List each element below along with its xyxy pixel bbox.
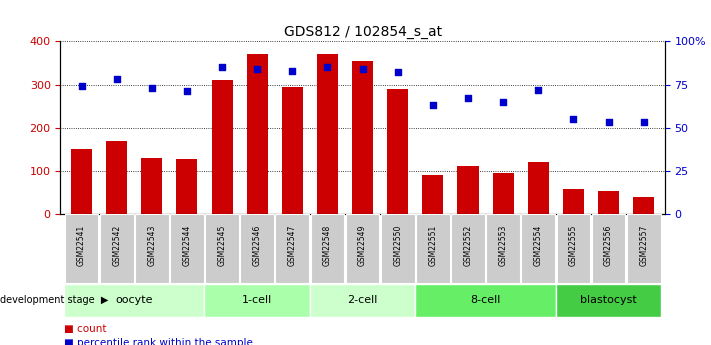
Text: GSM22542: GSM22542 [112,224,121,266]
Text: GSM22554: GSM22554 [534,224,542,266]
Bar [317,54,338,214]
Bar [634,197,654,214]
FancyBboxPatch shape [486,214,520,283]
Point [111,77,122,82]
Text: blastocyst: blastocyst [580,295,637,305]
FancyBboxPatch shape [415,284,556,317]
Text: GSM22543: GSM22543 [147,224,156,266]
Bar [598,191,619,214]
FancyBboxPatch shape [310,284,415,317]
Point [76,83,87,89]
FancyBboxPatch shape [311,214,344,283]
Text: GSM22555: GSM22555 [569,224,578,266]
FancyBboxPatch shape [170,214,204,283]
Point [568,116,579,122]
Text: GSM22545: GSM22545 [218,224,227,266]
Bar [563,189,584,214]
Text: GSM22549: GSM22549 [358,224,367,266]
Text: GSM22544: GSM22544 [183,224,191,266]
Bar [247,54,268,214]
FancyBboxPatch shape [100,214,134,283]
FancyBboxPatch shape [346,214,380,283]
Bar [141,158,162,214]
FancyBboxPatch shape [521,214,555,283]
Text: GSM22557: GSM22557 [639,224,648,266]
Point [181,89,193,94]
FancyBboxPatch shape [556,284,661,317]
Point [462,96,474,101]
FancyBboxPatch shape [416,214,450,283]
Text: GSM22546: GSM22546 [252,224,262,266]
FancyBboxPatch shape [64,284,205,317]
Bar [352,61,373,214]
Point [392,70,403,75]
Text: ■ percentile rank within the sample: ■ percentile rank within the sample [64,338,253,345]
Point [322,65,333,70]
FancyBboxPatch shape [135,214,169,283]
Bar [212,80,232,214]
Text: GSM22552: GSM22552 [464,224,473,266]
Point [252,66,263,72]
Bar [528,162,549,214]
Text: GSM22556: GSM22556 [604,224,613,266]
Text: 1-cell: 1-cell [242,295,272,305]
Text: GSM22551: GSM22551 [429,224,437,266]
Point [638,120,649,125]
Point [216,65,228,70]
Bar [422,175,444,214]
Bar [457,167,479,214]
Bar [493,173,513,214]
Point [427,102,439,108]
Point [357,66,368,72]
Bar [71,149,92,214]
Text: GSM22541: GSM22541 [77,224,86,266]
Bar [387,89,408,214]
FancyBboxPatch shape [451,214,485,283]
FancyBboxPatch shape [65,214,98,283]
Text: 8-cell: 8-cell [471,295,501,305]
FancyBboxPatch shape [592,214,626,283]
Text: oocyte: oocyte [115,295,153,305]
FancyBboxPatch shape [205,284,310,317]
Text: 2-cell: 2-cell [348,295,378,305]
Text: GSM22547: GSM22547 [288,224,296,266]
FancyBboxPatch shape [557,214,590,283]
FancyBboxPatch shape [381,214,415,283]
FancyBboxPatch shape [240,214,274,283]
Text: GSM22550: GSM22550 [393,224,402,266]
FancyBboxPatch shape [627,214,661,283]
Bar [282,87,303,214]
Text: development stage  ▶: development stage ▶ [0,295,108,305]
Point [603,120,614,125]
FancyBboxPatch shape [275,214,309,283]
FancyBboxPatch shape [205,214,239,283]
Text: ■ count: ■ count [64,325,107,334]
Point [498,99,509,105]
Text: GSM22548: GSM22548 [323,224,332,266]
Title: GDS812 / 102854_s_at: GDS812 / 102854_s_at [284,25,442,39]
Bar [106,141,127,214]
Point [287,68,298,73]
Text: GSM22553: GSM22553 [498,224,508,266]
Point [533,87,544,92]
Point [146,85,157,91]
Bar [176,159,198,214]
